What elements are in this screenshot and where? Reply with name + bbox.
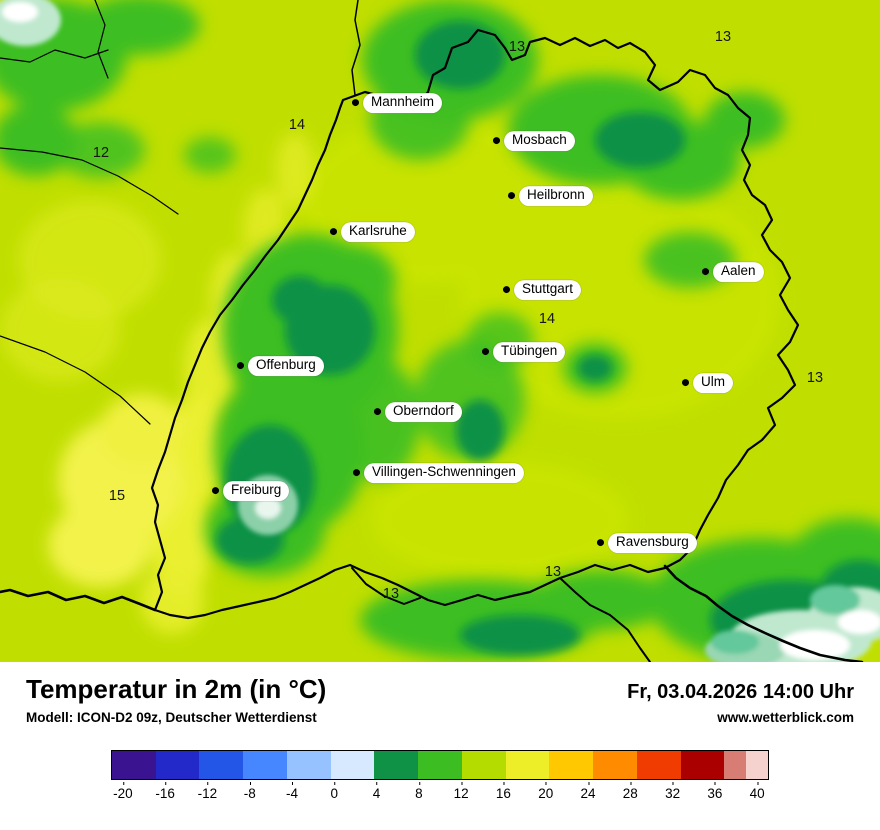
city-dot-icon — [508, 192, 515, 200]
colorbar-tick-label: 28 — [622, 782, 638, 801]
city-label: Villingen-Schwenningen — [364, 463, 524, 483]
city-dot-icon — [353, 469, 360, 477]
city-marker: Aalen — [702, 262, 764, 282]
city-label: Oberndorf — [385, 402, 462, 422]
colorbar-tick-label: 24 — [580, 782, 596, 801]
city-label: Karlsruhe — [341, 222, 415, 242]
city-label: Freiburg — [223, 481, 290, 501]
colorbar-segment — [155, 751, 200, 779]
city-dot-icon — [597, 539, 604, 547]
city-dot-icon — [482, 348, 489, 356]
colorbar-ticks: -20 -16 -12 -8 -4 0 4 8 12 16 20 24 28 32 36 40 — [111, 782, 769, 806]
colorbar-tick-label: -20 — [113, 782, 133, 801]
city-dot-icon — [352, 99, 359, 107]
colorbar-tick-label: 4 — [372, 782, 381, 801]
colorbar-tick-label: 16 — [495, 782, 511, 801]
city-dot-icon — [374, 408, 381, 416]
colorbar-segment — [461, 751, 506, 779]
colorbar-tick-label: 12 — [453, 782, 469, 801]
city-marker: Freiburg — [212, 481, 290, 501]
city-label: Heilbronn — [519, 186, 593, 206]
city-marker: Ulm — [682, 373, 733, 393]
temperature-value-label: 13 — [714, 29, 732, 45]
colorbar-tick-label: -4 — [285, 782, 298, 801]
colorbar-tick-label: -8 — [243, 782, 256, 801]
city-label: Mannheim — [363, 93, 443, 113]
colorbar-tick-label: 20 — [538, 782, 554, 801]
city-dot-icon — [330, 228, 337, 236]
colorbar-segment — [636, 751, 681, 779]
city-label: Stuttgart — [514, 280, 582, 300]
city-label: Ulm — [693, 373, 733, 393]
temperature-value-label: 14 — [538, 311, 556, 327]
colorbar-segment — [374, 751, 419, 779]
city-marker: Villingen-Schwenningen — [353, 463, 524, 483]
city-dot-icon — [682, 379, 689, 387]
colorbar-tick-label: 36 — [707, 782, 723, 801]
colorbar-tick-label: 40 — [749, 782, 765, 801]
colorbar-tick-label: 0 — [330, 782, 339, 801]
temperature-value-label: 13 — [806, 370, 824, 386]
temperature-field-canvas — [0, 0, 880, 662]
city-marker: Heilbronn — [508, 186, 593, 206]
city-marker: Karlsruhe — [330, 222, 415, 242]
city-marker: Stuttgart — [503, 280, 582, 300]
datetime-label: Fr, 03.04.2026 14:00 Uhr — [627, 681, 854, 703]
weather-map: Mannheim Mosbach Heilbronn Karlsruhe Stuttga… — [0, 0, 880, 662]
map-overlay: Mannheim Mosbach Heilbronn Karlsruhe Stuttga… — [92, 29, 824, 602]
page-title: Temperatur in 2m (in °C) — [26, 674, 327, 704]
temperature-value-label: 13 — [382, 586, 400, 602]
city-marker: Oberndorf — [374, 402, 462, 422]
colorbar-segment — [746, 751, 768, 779]
colorbar-segment — [112, 751, 156, 779]
colorbar-tick-label: 32 — [665, 782, 681, 801]
colorbar-segment — [330, 751, 375, 779]
colorbar-segment — [680, 751, 725, 779]
city-dot-icon — [503, 286, 510, 294]
colorbar-segment — [505, 751, 550, 779]
city-dot-icon — [212, 487, 219, 495]
city-marker: Ravensburg — [597, 533, 697, 553]
colorbar-segment — [418, 751, 462, 779]
colorbar-legend: -20 -16 -12 -8 -4 0 4 8 12 16 20 24 28 32 36 40 — [111, 750, 769, 806]
colorbar-segment — [724, 751, 747, 779]
city-dot-icon — [237, 362, 244, 370]
city-marker: Mannheim — [352, 93, 443, 113]
city-dot-icon — [493, 137, 500, 145]
city-label: Mosbach — [504, 131, 575, 151]
city-dot-icon — [702, 268, 709, 276]
footer: Temperatur in 2m (in °C) Fr, 03.04.2026 … — [0, 662, 880, 830]
temperature-value-label: 13 — [544, 564, 562, 580]
city-label: Tübingen — [493, 342, 566, 362]
website-label: www.wetterblick.com — [717, 710, 854, 725]
temperature-value-label: 13 — [508, 39, 526, 55]
colorbar-segment — [199, 751, 244, 779]
colorbar-segment — [549, 751, 594, 779]
colorbar-segment — [286, 751, 331, 779]
temperature-value-label: 12 — [92, 145, 110, 161]
colorbar-segment — [243, 751, 287, 779]
colorbar-tick-label: 8 — [415, 782, 423, 801]
colorbar — [111, 750, 769, 780]
city-marker: Mosbach — [493, 131, 575, 151]
temperature-value-label: 15 — [108, 488, 126, 504]
temperature-value-label: 14 — [288, 117, 306, 133]
colorbar-tick-label: -12 — [197, 782, 218, 801]
city-label: Ravensburg — [608, 533, 697, 553]
colorbar-tick-label: -16 — [155, 782, 175, 801]
model-info: Modell: ICON-D2 09z, Deutscher Wetterdie… — [26, 710, 317, 725]
city-label: Aalen — [713, 262, 764, 282]
city-marker: Offenburg — [237, 356, 324, 376]
colorbar-segment — [593, 751, 637, 779]
city-marker: Tübingen — [482, 342, 566, 362]
city-label: Offenburg — [248, 356, 324, 376]
